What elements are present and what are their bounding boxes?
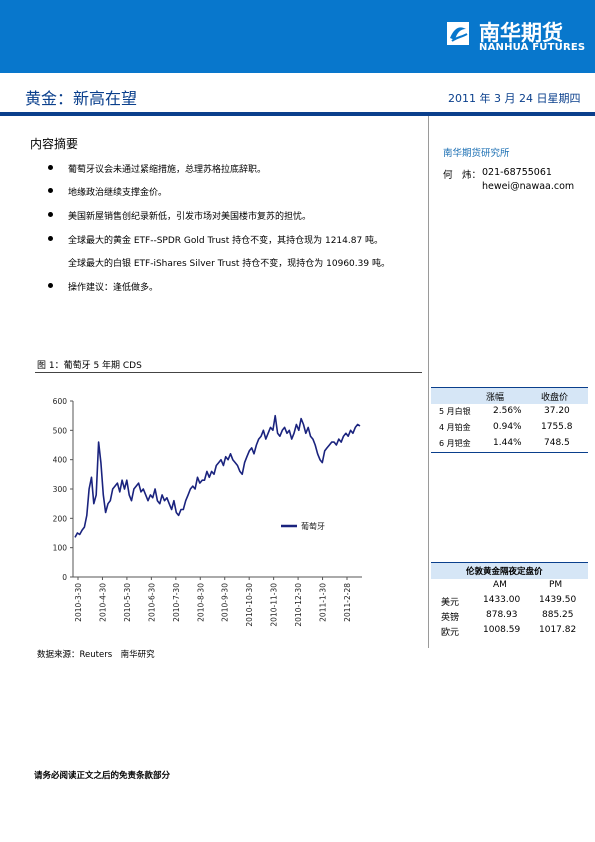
col-header: AM — [493, 580, 507, 590]
y-tick-label: 0 — [62, 573, 67, 582]
summary-item: 地缘政治继续支撑金价。 — [68, 188, 168, 198]
cds-line-chart: 0 100 200 300 400 500 600 2010-3-30 2010-4-30 201… — [53, 397, 362, 627]
london-fix-table: 伦敦黄金隔夜定盘价 AM PM 美元 1433.00 1439.50 英镑 87… — [431, 562, 588, 638]
y-tick-label: 400 — [53, 456, 68, 465]
report-date: 2011 年 3 月 24 日星期四 — [448, 92, 581, 105]
summary-heading: 内容摘要 — [30, 137, 79, 151]
metal-change: 2.56% — [493, 406, 522, 416]
series-line — [74, 414, 361, 538]
table-row: 6 月钯金 1.44% 748.5 — [431, 436, 588, 453]
col-header: PM — [549, 580, 563, 590]
summary-item: 美国新屋销售创纪录新低，引发市场对美国楼市复苏的担忧。 — [68, 212, 312, 222]
metal-close: 1755.8 — [541, 422, 573, 432]
summary-item: 全球最大的黄金 ETF--SPDR Gold Trust 持仓不变，其持仓现为 … — [68, 236, 384, 246]
x-tick-label: 2010-12-30 — [294, 583, 303, 627]
caption-rule — [35, 372, 422, 373]
fix-pm: 1439.50 — [539, 595, 577, 605]
fix-pm: 885.25 — [542, 610, 574, 620]
research-dept: 南华期货研究所 — [443, 148, 510, 159]
logo-cn: 南华期货 — [479, 21, 563, 45]
x-tick-label: 2010-7-30 — [172, 583, 181, 622]
table-row: 欧元 1008.59 1017.82 — [431, 623, 588, 638]
fix-pm: 1017.82 — [539, 625, 577, 635]
y-tick-label: 300 — [53, 485, 68, 494]
x-tick-label: 2010-10-30 — [245, 583, 254, 627]
fix-am: 878.93 — [486, 610, 518, 620]
metal-close: 37.20 — [544, 406, 570, 416]
x-tick-label: 2010-9-30 — [221, 583, 230, 622]
summary-item: 葡萄牙议会未通过紧缩措施，总理苏格拉底辞职。 — [68, 165, 267, 175]
metal-name: 5 月白银 — [439, 407, 471, 416]
summary-item: 操作建议：逢低做多。 — [68, 283, 159, 293]
metals-table-header: 涨幅 收盘价 — [431, 387, 588, 404]
column-divider — [428, 116, 429, 648]
x-tick-label: 2011-1-30 — [319, 583, 328, 622]
title-divider — [0, 112, 595, 116]
legend-label: 葡萄牙 — [301, 521, 325, 531]
london-fix-title-row: 伦敦黄金隔夜定盘价 — [431, 562, 588, 579]
table-row: 4 月铂金 0.94% 1755.8 — [431, 420, 588, 436]
x-tick-label: 2010-6-30 — [147, 583, 156, 622]
page-title: 黄金：新高在望 — [25, 89, 138, 108]
metal-close: 748.5 — [544, 438, 570, 448]
col-header: 涨幅 — [486, 393, 505, 403]
x-tick-label: 2010-4-30 — [98, 583, 107, 622]
analyst-name: 何 炜： — [443, 170, 482, 181]
table-row: 英镑 878.93 885.25 — [431, 608, 588, 623]
table-row: 5 月白银 2.56% 37.20 — [431, 404, 588, 420]
london-fix-title: 伦敦黄金隔夜定盘价 — [466, 567, 543, 577]
x-tick-label: 2010-11-30 — [270, 583, 279, 627]
x-tick-label: 2010-3-30 — [74, 583, 83, 622]
bullet-icon — [48, 165, 53, 170]
currency: 欧元 — [441, 628, 460, 638]
y-tick-label: 600 — [53, 397, 68, 406]
analyst-email[interactable]: hewei@nawaa.com — [482, 181, 575, 192]
y-tick-label: 100 — [53, 544, 68, 553]
x-tick-label: 2010-8-30 — [196, 583, 205, 622]
fix-am: 1008.59 — [483, 625, 521, 635]
x-tick-label: 2010-5-30 — [123, 583, 132, 622]
bullet-icon — [48, 212, 53, 217]
nanhua-logo: 南华期货 NANHUA FUTURES — [441, 17, 591, 59]
figure-caption: 图 1：葡萄牙 5 年期 CDS — [37, 361, 142, 371]
col-header: 收盘价 — [541, 393, 569, 403]
analyst-phone: 021-68755061 — [482, 167, 552, 178]
bullet-icon — [48, 283, 53, 288]
metal-name: 4 月铂金 — [439, 423, 471, 432]
currency: 美元 — [441, 598, 460, 608]
y-tick-label: 500 — [53, 426, 68, 435]
fix-am: 1433.00 — [483, 595, 521, 605]
london-fix-header: AM PM — [431, 579, 588, 593]
metal-change: 1.44% — [493, 438, 522, 448]
metal-change: 0.94% — [493, 422, 522, 432]
summary-item: 全球最大的白银 ETF-iShares Silver Trust 持仓不变，现持… — [68, 259, 390, 269]
logo-mark-icon — [447, 22, 469, 45]
x-tick-label: 2011-2-28 — [343, 583, 352, 622]
logo-en: NANHUA FUTURES — [479, 42, 586, 53]
data-source: 数据来源：Reuters 南华研究 — [37, 650, 155, 660]
currency: 英镑 — [441, 613, 460, 623]
disclaimer-note: 请务必阅读正文之后的免责条款部分 — [34, 771, 171, 781]
header-band — [0, 0, 595, 73]
metal-name: 6 月钯金 — [439, 439, 471, 448]
metals-table: 涨幅 收盘价 5 月白银 2.56% 37.20 4 月铂金 0.94% 175… — [431, 387, 588, 453]
y-tick-label: 200 — [53, 514, 68, 523]
bullet-icon — [48, 188, 53, 193]
table-row: 美元 1433.00 1439.50 — [431, 593, 588, 608]
bullet-icon — [48, 236, 53, 241]
